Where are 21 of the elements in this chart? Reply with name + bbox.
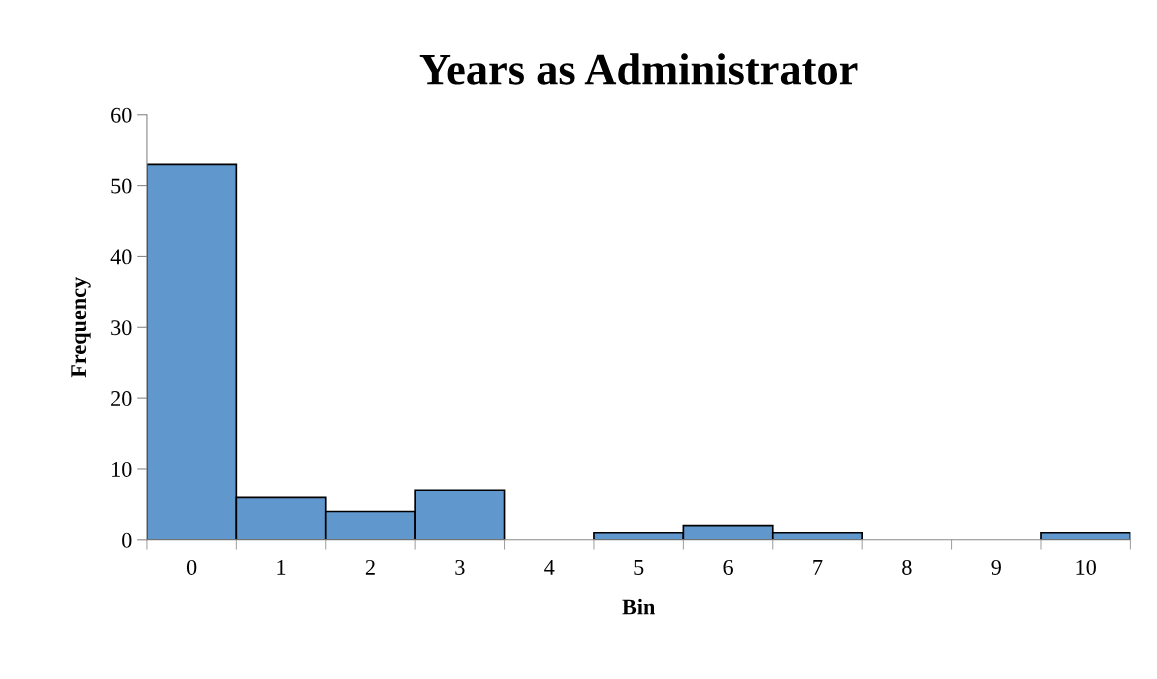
- y-tick-label: 50: [111, 178, 132, 194]
- y-tick-label: 10: [112, 461, 132, 477]
- y-tick-label: 20: [111, 391, 132, 407]
- x-tick-label: 7: [813, 560, 823, 575]
- y-tick-label: 0: [122, 532, 132, 548]
- y-axis-title: Frequency: [71, 277, 91, 378]
- x-tick-label: 6: [723, 559, 733, 575]
- x-tick-label: 3: [455, 559, 465, 575]
- y-tick-label: 60: [111, 107, 132, 123]
- x-tick-label: 0: [186, 559, 197, 575]
- y-tick-label: 40: [110, 249, 132, 265]
- chart-title: Years as Administrator: [419, 53, 858, 85]
- x-tick-label: 2: [365, 559, 375, 575]
- x-tick-label: 9: [991, 559, 1001, 575]
- x-tick-label: 5: [634, 560, 644, 575]
- x-tick-label: 10: [1076, 559, 1096, 575]
- x-axis-title: Bin: [622, 598, 656, 615]
- x-tick-label: 4: [544, 560, 555, 575]
- y-tick-label: 30: [111, 320, 132, 336]
- x-tick-label: 8: [902, 559, 912, 575]
- x-tick-label: 1: [277, 560, 286, 575]
